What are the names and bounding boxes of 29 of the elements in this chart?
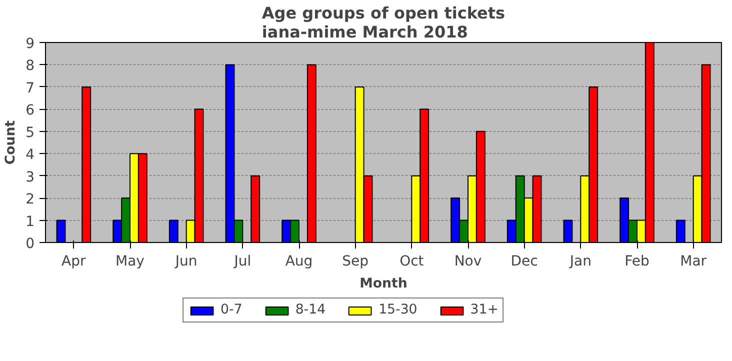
x-tick-label: Oct bbox=[400, 254, 424, 270]
y-tick-label: 3 bbox=[26, 169, 35, 186]
x-tick-label: Sep bbox=[342, 254, 369, 270]
x-tick-label: Mar bbox=[680, 254, 707, 270]
y-tick-label: 1 bbox=[26, 214, 35, 230]
legend-label: 15-30 bbox=[378, 302, 418, 318]
legend-label: 0-7 bbox=[220, 302, 242, 318]
x-tick-label: Jan bbox=[568, 254, 592, 270]
x-axis-title: Month bbox=[360, 276, 408, 292]
y-tick-label: 2 bbox=[26, 192, 35, 208]
y-tick-label: 9 bbox=[26, 36, 35, 52]
legend-label: 31+ bbox=[470, 302, 498, 318]
y-tick-label: 5 bbox=[26, 124, 35, 141]
x-tick-label: Dec bbox=[510, 254, 538, 270]
x-tick-label: Nov bbox=[454, 254, 482, 270]
x-tick-label: Aug bbox=[285, 254, 313, 270]
legend-label: 8-14 bbox=[295, 302, 326, 318]
y-tick-label: 0 bbox=[26, 236, 35, 252]
y-tick-label: 4 bbox=[26, 147, 35, 164]
chart-title: Age groups of open tickets iana-mime March 2018 bbox=[262, 4, 506, 42]
x-tick-label: May bbox=[116, 254, 144, 270]
y-tick-label: 7 bbox=[26, 80, 35, 96]
x-tick-label: Feb bbox=[624, 254, 650, 270]
y-tick-label: 8 bbox=[26, 58, 35, 74]
x-tick-label: Apr bbox=[62, 254, 86, 270]
y-tick-label: 6 bbox=[26, 102, 35, 119]
x-tick-label: Jun bbox=[174, 254, 198, 270]
x-tick-label: Jul bbox=[233, 254, 252, 270]
y-axis-title: Count bbox=[4, 120, 19, 165]
